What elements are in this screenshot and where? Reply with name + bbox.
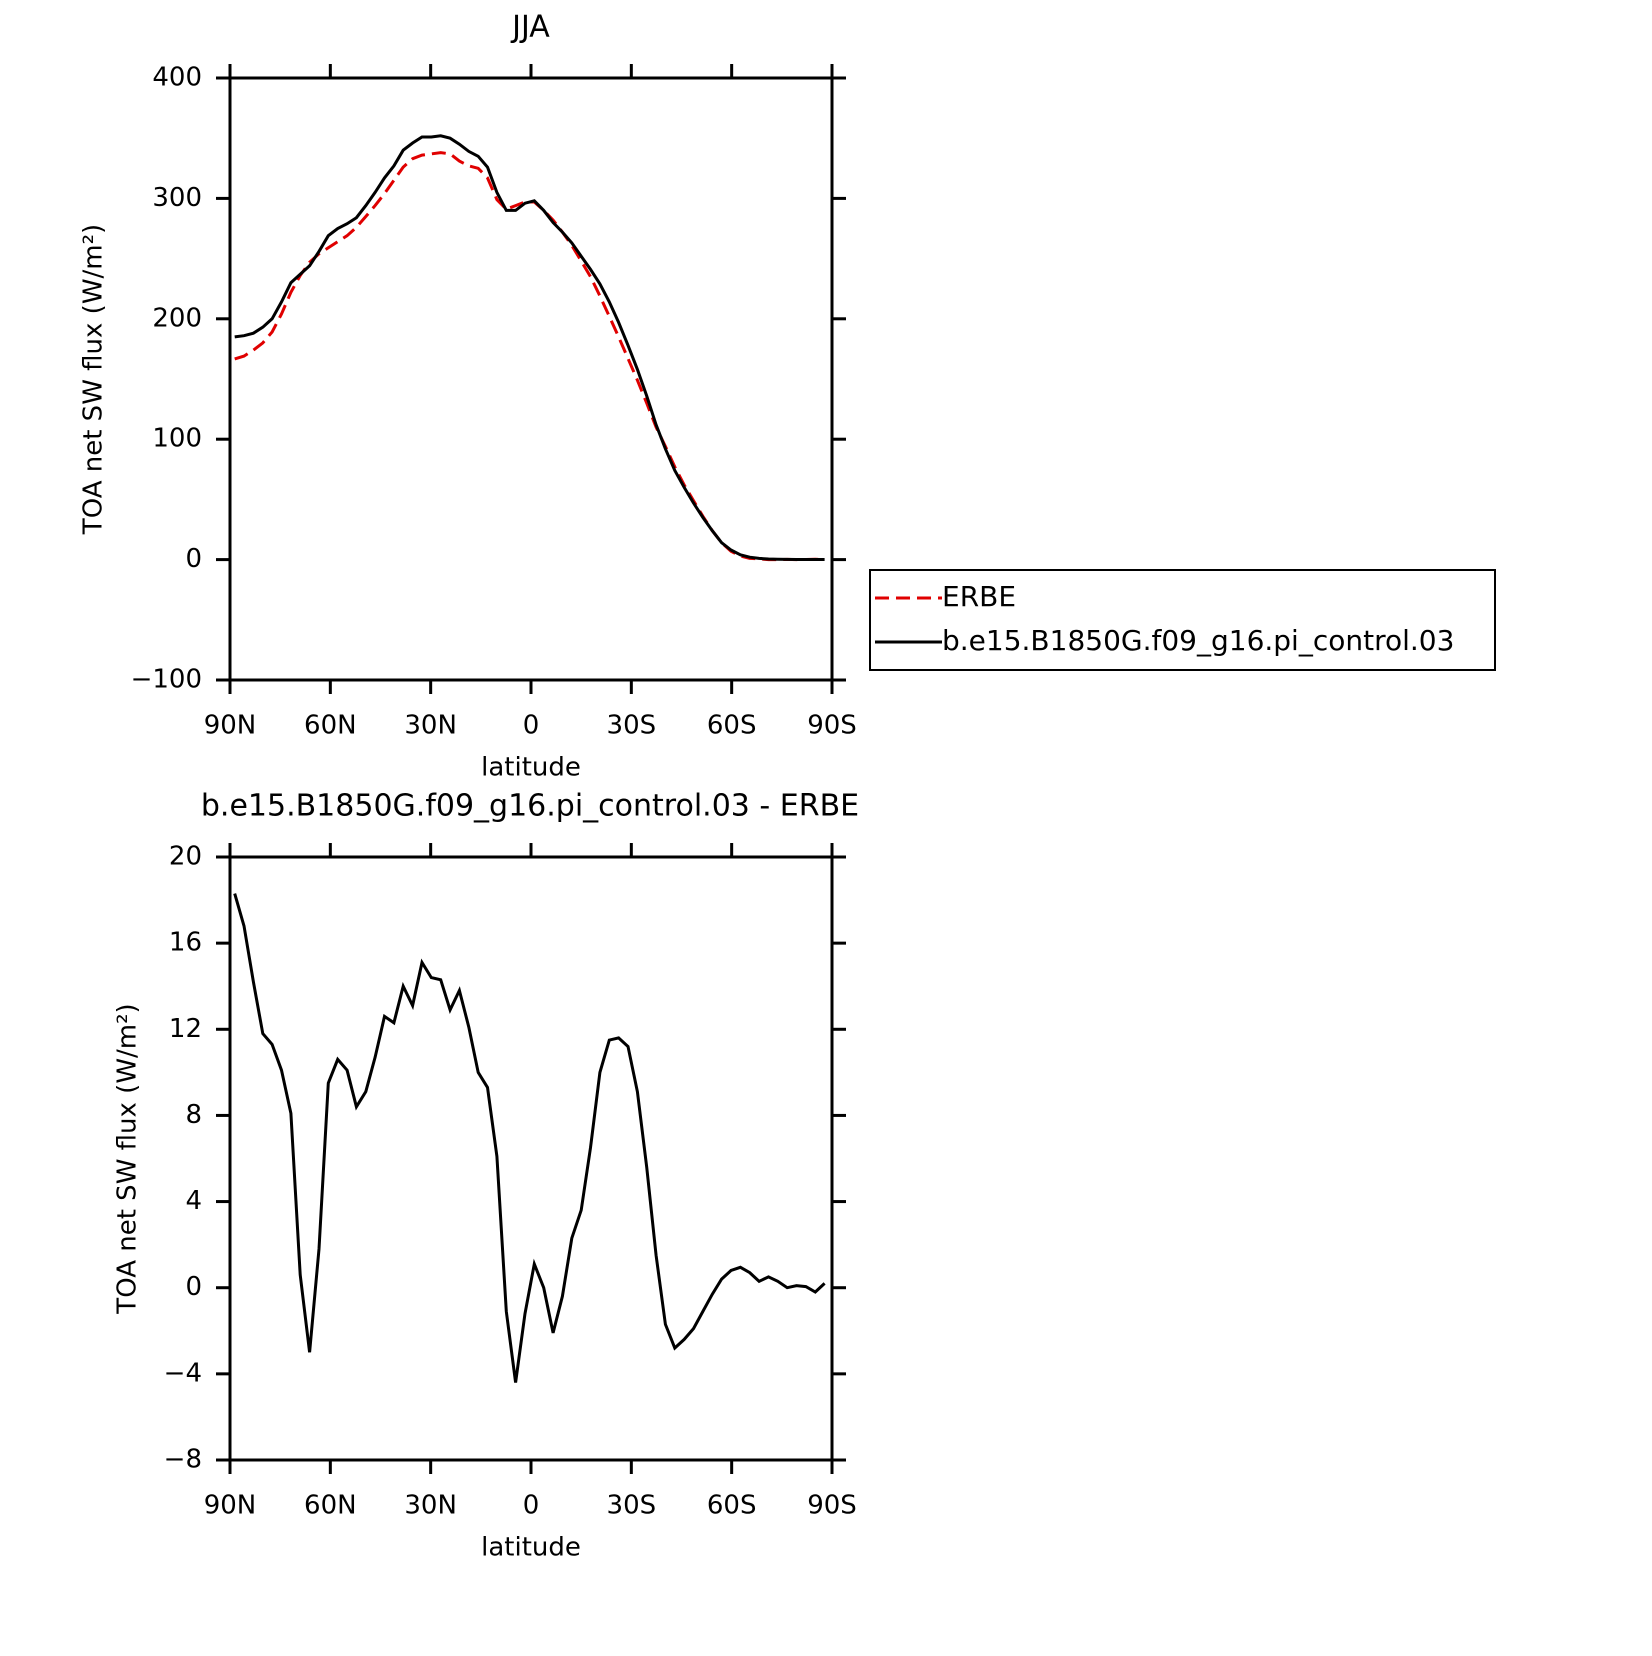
y-tick-label: 0 <box>185 544 202 574</box>
y-tick-label: −4 <box>164 1358 202 1388</box>
x-tick-label: 90N <box>204 1491 257 1521</box>
y-axis-label: TOA net SW flux (W/m²) <box>79 224 109 535</box>
x-axis-label: latitude <box>481 1533 581 1563</box>
plot-frame <box>228 855 834 1462</box>
y-tick-label: 20 <box>169 842 202 872</box>
y-tick-label: 400 <box>152 63 202 93</box>
y-axis-label: TOA net SW flux (W/m²) <box>113 1003 143 1314</box>
series-line <box>233 893 826 1383</box>
x-tick-label: 30S <box>607 711 657 741</box>
y-tick-label: 0 <box>185 1272 202 1302</box>
legend-label: b.e15.B1850G.f09_g16.pi_control.03 <box>942 624 1454 657</box>
y-tick-label: 16 <box>169 928 202 958</box>
x-tick-label: 30N <box>404 1491 457 1521</box>
series-line <box>234 134 825 561</box>
legend-box <box>869 569 1496 671</box>
x-tick-label: 30N <box>404 711 457 741</box>
plot-frame <box>228 76 834 682</box>
x-tick-label: 0 <box>523 711 540 741</box>
y-tick-label: 300 <box>152 183 202 213</box>
x-tick-label: 60S <box>707 711 757 741</box>
x-tick-label: 60S <box>707 1491 757 1521</box>
x-tick-label: 60N <box>304 1491 357 1521</box>
x-tick-label: 0 <box>523 1491 540 1521</box>
y-tick-label: −8 <box>164 1445 202 1475</box>
y-tick-label: 12 <box>169 1014 202 1044</box>
x-tick-label: 90S <box>807 711 857 741</box>
series-line <box>234 151 825 562</box>
x-tick-label: 90N <box>204 711 257 741</box>
x-axis-label: latitude <box>481 753 581 783</box>
chart-title: JJA <box>510 10 550 45</box>
y-tick-label: 4 <box>185 1186 202 1216</box>
x-tick-label: 30S <box>607 1491 657 1521</box>
chart-title: b.e15.B1850G.f09_g16.pi_control.03 - ERB… <box>201 789 859 824</box>
y-tick-label: 8 <box>185 1100 202 1130</box>
x-tick-label: 90S <box>807 1491 857 1521</box>
x-tick-label: 60N <box>304 711 357 741</box>
legend-label: ERBE <box>942 580 1016 613</box>
y-tick-label: −100 <box>131 665 202 695</box>
y-tick-label: 200 <box>152 303 202 333</box>
y-tick-label: 100 <box>152 424 202 454</box>
